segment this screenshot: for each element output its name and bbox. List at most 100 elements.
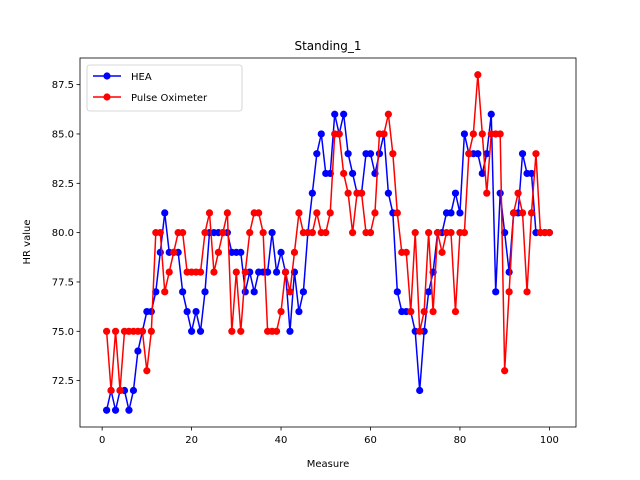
legend-item: Pulse Oximeter	[93, 93, 208, 104]
data-point	[196, 327, 205, 335]
y-tick-label: 85.0	[52, 129, 74, 140]
data-point	[241, 288, 249, 296]
data-point	[223, 209, 231, 217]
x-tick-label: 80	[454, 435, 467, 446]
data-point	[111, 327, 120, 335]
data-point	[286, 288, 294, 296]
data-point	[349, 229, 357, 237]
data-point	[156, 248, 164, 256]
data-point	[474, 71, 482, 79]
data-point	[107, 386, 115, 395]
data-point	[496, 130, 504, 138]
data-point	[313, 150, 321, 158]
data-point	[129, 386, 138, 395]
series-2	[103, 71, 553, 395]
legend-label: HEA	[131, 72, 152, 83]
data-point	[183, 307, 191, 316]
data-point	[429, 307, 437, 316]
data-point	[389, 150, 397, 158]
data-point	[250, 288, 258, 296]
data-point	[255, 209, 263, 217]
data-point	[501, 229, 509, 237]
data-point	[308, 229, 316, 237]
data-point	[416, 327, 424, 335]
data-point	[237, 248, 245, 256]
x-tick-label: 20	[185, 435, 198, 446]
data-point	[492, 288, 500, 296]
data-point	[532, 150, 540, 158]
data-point	[214, 248, 223, 256]
data-point	[264, 268, 272, 276]
legend-marker	[103, 93, 111, 101]
data-point	[156, 229, 164, 237]
data-point	[259, 229, 267, 237]
data-point	[241, 268, 249, 276]
data-point	[147, 327, 155, 335]
legend-item: HEA	[93, 72, 152, 83]
y-tick-label: 77.5	[52, 277, 74, 288]
data-point	[272, 268, 281, 276]
data-point	[518, 209, 527, 217]
legend: HEA Pulse Oximeter	[86, 64, 243, 112]
data-point	[170, 248, 178, 256]
data-point	[402, 248, 410, 256]
data-point	[161, 288, 169, 296]
data-point	[237, 327, 245, 335]
data-point	[527, 209, 536, 217]
data-point	[286, 327, 294, 335]
data-point	[272, 327, 281, 335]
data-point	[103, 406, 111, 414]
data-point	[277, 307, 285, 316]
data-point	[340, 169, 348, 178]
data-point	[451, 189, 460, 197]
data-point	[460, 130, 469, 138]
data-point	[210, 268, 218, 276]
data-point	[281, 268, 290, 276]
legend-label: Pulse Oximeter	[131, 93, 208, 104]
data-point	[344, 150, 352, 158]
data-point	[478, 130, 486, 138]
data-point	[143, 367, 151, 375]
y-tick-label: 72.5	[52, 376, 74, 387]
data-point	[111, 406, 120, 414]
data-point	[179, 229, 187, 237]
data-point	[420, 307, 428, 316]
data-point	[523, 288, 531, 296]
x-tick-label: 100	[540, 435, 559, 446]
data-point	[416, 386, 424, 395]
y-axis: 72.5 75.0 77.5 80.0 82.5 85.0 87.5	[52, 80, 80, 387]
data-point	[496, 189, 504, 197]
data-point	[268, 229, 276, 237]
data-point	[433, 229, 442, 237]
data-point	[308, 189, 316, 197]
data-point	[483, 150, 491, 158]
data-point	[165, 268, 173, 276]
data-point	[277, 248, 285, 256]
data-point	[335, 130, 343, 138]
data-point	[411, 229, 419, 237]
y-tick-label: 75.0	[52, 327, 74, 338]
data-point	[201, 288, 209, 296]
data-point	[456, 209, 464, 217]
plot-frame	[79, 57, 577, 428]
data-point	[196, 268, 205, 276]
legend-box	[86, 64, 243, 112]
data-point	[299, 288, 307, 296]
data-point	[487, 110, 495, 118]
data-point	[322, 229, 330, 237]
data-point	[474, 150, 482, 158]
data-point	[384, 189, 392, 197]
data-point	[514, 189, 522, 197]
data-point	[349, 169, 357, 178]
data-point	[295, 209, 303, 217]
data-point	[344, 189, 352, 197]
data-point	[219, 229, 227, 237]
data-point	[326, 209, 334, 217]
legend-marker	[103, 72, 111, 80]
data-point	[179, 288, 187, 296]
data-point	[545, 229, 553, 237]
data-point	[313, 209, 321, 217]
data-point	[187, 327, 196, 335]
x-tick-label: 60	[364, 435, 377, 446]
data-point	[340, 110, 348, 118]
